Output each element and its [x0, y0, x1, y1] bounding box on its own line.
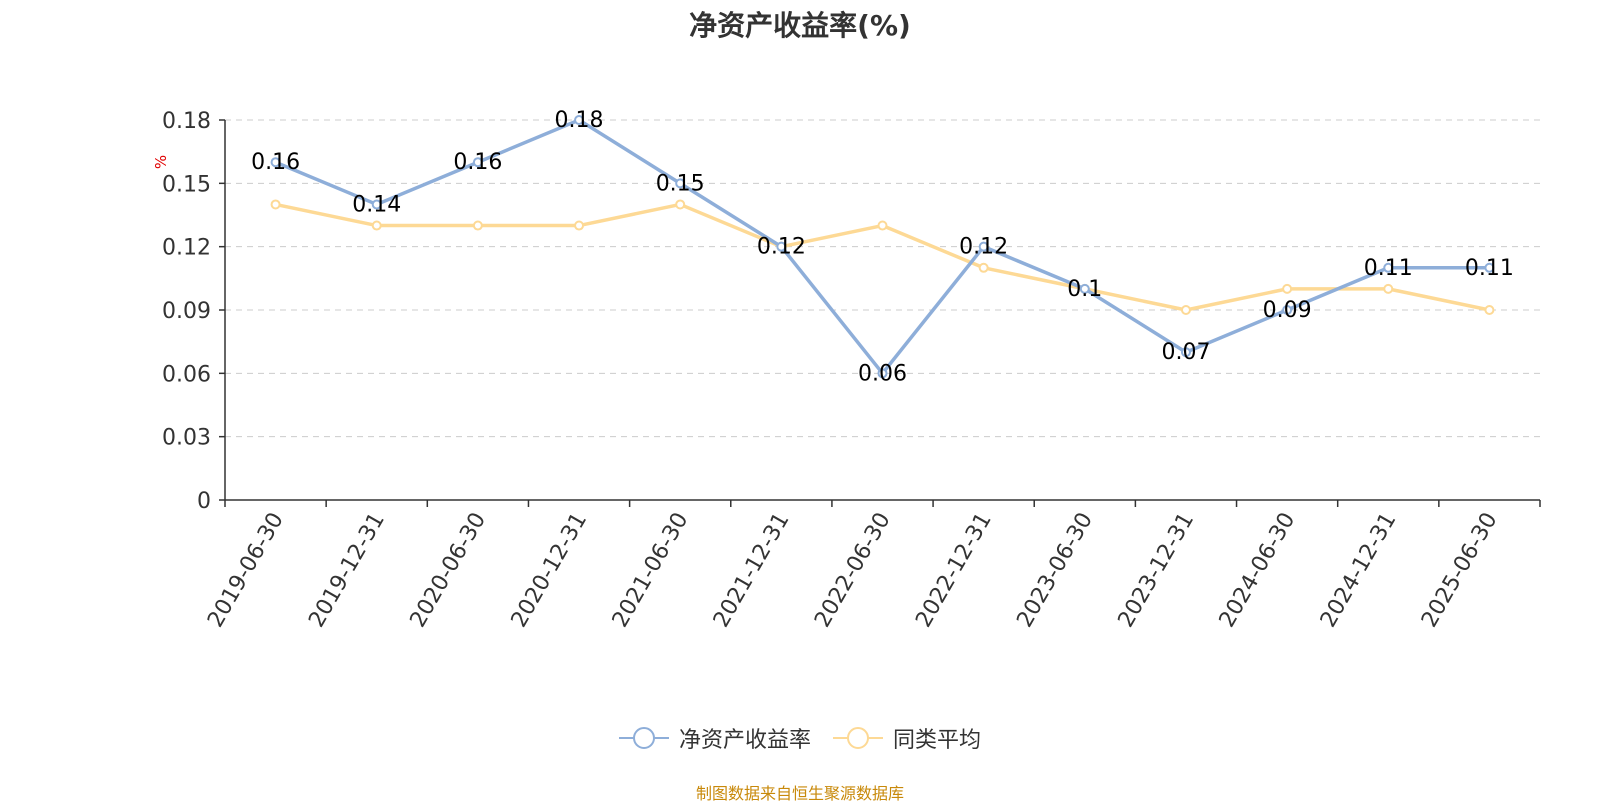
data-point-series-0 — [371, 199, 382, 210]
y-tick-label: 0.03 — [162, 426, 211, 451]
legend: 净资产收益率 同类平均 — [0, 722, 1600, 754]
data-point-series-0 — [1383, 262, 1394, 273]
data-label: 0.11 — [1465, 256, 1514, 281]
x-tick-label: 2022-06-30 — [810, 509, 896, 632]
data-point-series-0 — [574, 115, 585, 125]
x-tick-label: 2021-12-31 — [709, 509, 795, 632]
data-label: 0.1 — [1067, 277, 1102, 302]
data-point-series-0 — [776, 241, 787, 252]
legend-symbol-peer-average — [833, 727, 883, 749]
data-point-series-0 — [472, 157, 483, 168]
x-tick-label: 2023-06-30 — [1012, 509, 1098, 632]
data-point-series-1 — [675, 199, 686, 210]
legend-symbol-roe — [618, 727, 669, 749]
data-point-series-0 — [1180, 347, 1191, 358]
x-tick-label: 2023-12-31 — [1114, 509, 1200, 632]
legend-label-peer-average: 同类平均 — [893, 728, 982, 753]
data-point-series-0 — [675, 178, 686, 189]
data-label: 0.06 — [858, 361, 907, 386]
data-label: 0.09 — [1263, 298, 1312, 323]
data-label: 0.16 — [251, 150, 300, 175]
y-tick-label: 0.09 — [162, 299, 211, 324]
y-tick-label: 0.06 — [162, 362, 211, 387]
data-point-series-1 — [877, 220, 888, 231]
legend-item-peer-average[interactable]: 同类平均 — [833, 722, 981, 754]
x-tick-label: 2020-06-30 — [406, 509, 492, 632]
data-point-series-1 — [1383, 283, 1394, 294]
data-point-series-1 — [472, 220, 483, 231]
chart-title: 净资产收益率(%) — [689, 9, 911, 42]
data-label: 0.12 — [959, 235, 1008, 260]
x-tick-label: 2025-06-30 — [1417, 509, 1503, 632]
x-tick-label: 2022-12-31 — [911, 508, 997, 631]
source-note: 制图数据来自恒生聚源数据库 — [695, 784, 904, 803]
data-point-series-0 — [270, 157, 281, 168]
y-axis-label: % — [152, 155, 170, 169]
x-tick-label: 2019-12-31 — [304, 509, 390, 632]
data-label: 0.12 — [757, 235, 806, 260]
data-point-series-1 — [1282, 283, 1293, 294]
y-tick-label: 0.12 — [162, 236, 211, 261]
data-point-series-1 — [978, 262, 989, 273]
data-point-series-0 — [978, 241, 989, 252]
y-tick-label: 0.18 — [162, 109, 211, 134]
x-tick-label: 2024-12-31 — [1316, 509, 1402, 632]
series-line-1 — [275, 202, 1490, 312]
x-tick-label: 2020-12-31 — [507, 509, 593, 632]
y-tick-label: 0 — [197, 489, 211, 514]
legend-item-roe[interactable]: 净资产收益率 — [618, 722, 811, 754]
data-label: 0.14 — [352, 192, 401, 217]
data-point-series-1 — [371, 220, 382, 231]
data-label: 0.11 — [1364, 256, 1413, 281]
data-point-series-0 — [1282, 305, 1293, 315]
data-label: 0.18 — [555, 108, 604, 133]
data-label: 0.15 — [656, 171, 705, 196]
data-point-series-0 — [877, 368, 888, 379]
data-label: 0.07 — [1161, 340, 1210, 365]
x-tick-label: 2021-06-30 — [608, 509, 694, 632]
data-point-series-1 — [1180, 305, 1191, 315]
y-tick-label: 0.15 — [162, 172, 211, 197]
data-label: 0.16 — [453, 150, 502, 175]
data-point-series-0 — [1079, 283, 1090, 294]
data-point-series-0 — [1484, 262, 1495, 273]
data-point-series-1 — [574, 220, 585, 231]
x-tick-label: 2019-06-30 — [203, 509, 289, 632]
x-tick-label: 2024-06-30 — [1215, 509, 1301, 632]
legend-label-roe: 净资产收益率 — [678, 728, 811, 753]
data-point-series-1 — [270, 199, 281, 210]
data-point-series-1 — [1484, 305, 1495, 315]
